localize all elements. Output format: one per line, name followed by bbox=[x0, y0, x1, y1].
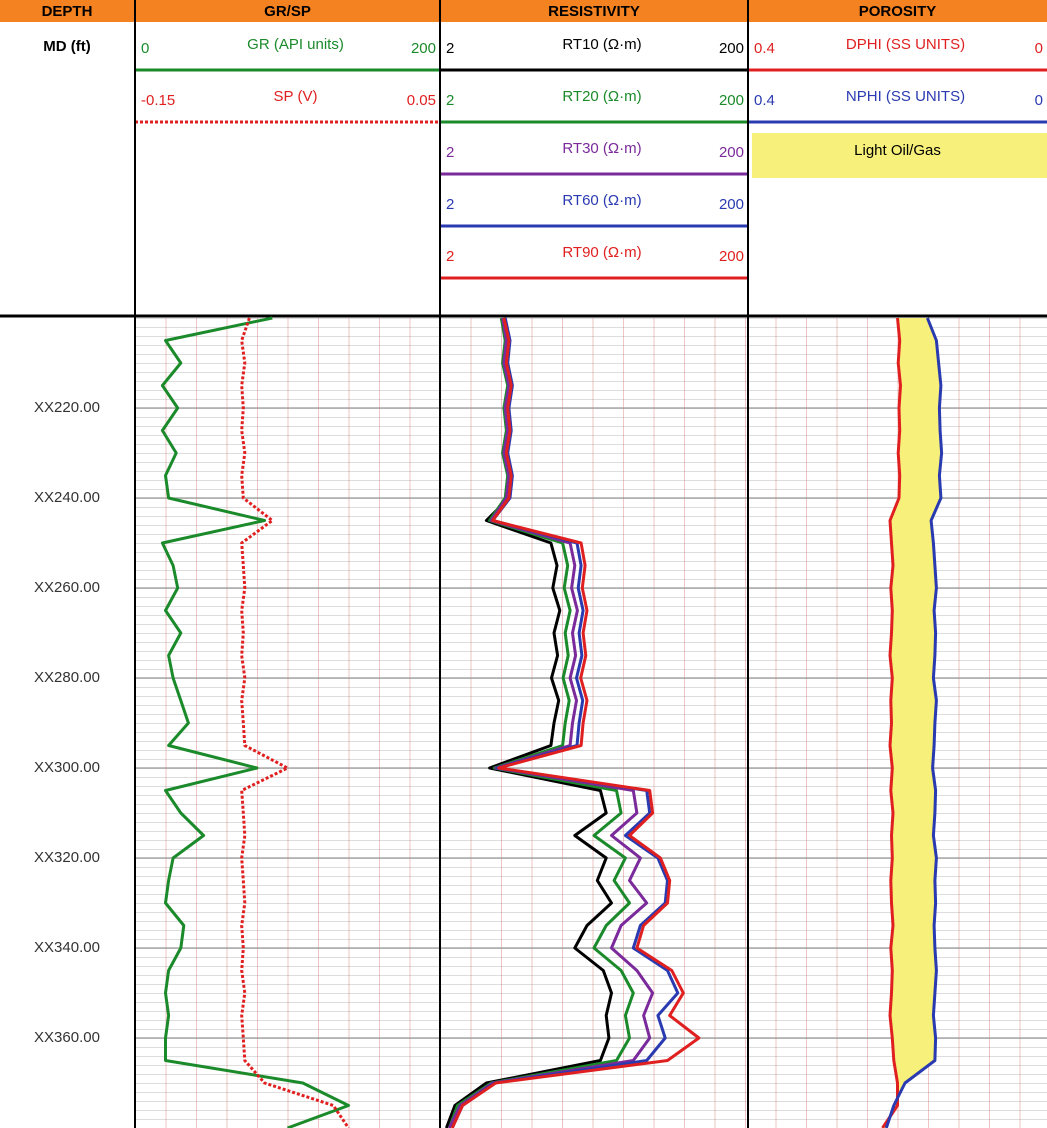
curve bbox=[240, 317, 350, 1128]
scale-max: 200 bbox=[719, 196, 744, 213]
legend-label: RT60 (Ω·m) bbox=[562, 192, 641, 209]
depth-tick-label: XX360.00 bbox=[34, 1029, 100, 1046]
legend-label: RT20 (Ω·m) bbox=[562, 88, 641, 105]
scale-max: 0 bbox=[1035, 92, 1043, 109]
track-title: RESISTIVITY bbox=[548, 3, 640, 20]
depth-tick-label: XX260.00 bbox=[34, 579, 100, 596]
scale-min: 2 bbox=[446, 144, 454, 161]
scale-min: 2 bbox=[446, 92, 454, 109]
depth-tick-label: XX300.00 bbox=[34, 759, 100, 776]
scale-min: -0.15 bbox=[141, 92, 175, 109]
scale-max: 200 bbox=[719, 92, 744, 109]
scale-max: 0 bbox=[1035, 40, 1043, 57]
depth-tick-label: XX340.00 bbox=[34, 939, 100, 956]
curve bbox=[881, 317, 902, 1128]
legend-label: SP (V) bbox=[274, 88, 318, 105]
fill-legend-label: Light Oil/Gas bbox=[854, 142, 941, 159]
scale-max: 200 bbox=[411, 40, 436, 57]
depth-tick-label: XX220.00 bbox=[34, 399, 100, 416]
scale-max: 200 bbox=[719, 40, 744, 57]
legend-label: RT30 (Ω·m) bbox=[562, 140, 641, 157]
depth-label: MD (ft) bbox=[43, 38, 90, 55]
scale-max: 200 bbox=[719, 248, 744, 265]
depth-tick-label: XX280.00 bbox=[34, 669, 100, 686]
curve bbox=[447, 317, 655, 1128]
track-title: GR/SP bbox=[264, 3, 311, 20]
depth-header: DEPTH bbox=[42, 3, 93, 20]
scale-min: 2 bbox=[446, 40, 454, 57]
header-bar bbox=[0, 0, 1047, 22]
scale-min: 2 bbox=[446, 248, 454, 265]
depth-tick-label: XX240.00 bbox=[34, 489, 100, 506]
scale-min: 0 bbox=[141, 40, 149, 57]
curve bbox=[447, 317, 635, 1128]
curve bbox=[160, 316, 350, 1128]
legend-label: NPHI (SS UNITS) bbox=[846, 88, 965, 105]
scale-min: 0.4 bbox=[754, 92, 775, 109]
curve bbox=[450, 317, 701, 1128]
fill-legend-swatch bbox=[752, 133, 1047, 178]
curve bbox=[884, 317, 944, 1128]
scale-min: 2 bbox=[446, 196, 454, 213]
track-title: POROSITY bbox=[859, 3, 937, 20]
legend-label: DPHI (SS UNITS) bbox=[846, 36, 965, 53]
legend-label: RT10 (Ω·m) bbox=[562, 36, 641, 53]
legend-label: RT90 (Ω·m) bbox=[562, 244, 641, 261]
scale-max: 0.05 bbox=[407, 92, 436, 109]
depth-tick-label: XX320.00 bbox=[34, 849, 100, 866]
fill-area bbox=[882, 318, 942, 1128]
legend-label: GR (API units) bbox=[247, 36, 344, 53]
scale-max: 200 bbox=[719, 144, 744, 161]
curve bbox=[444, 317, 613, 1128]
scale-min: 0.4 bbox=[754, 40, 775, 57]
